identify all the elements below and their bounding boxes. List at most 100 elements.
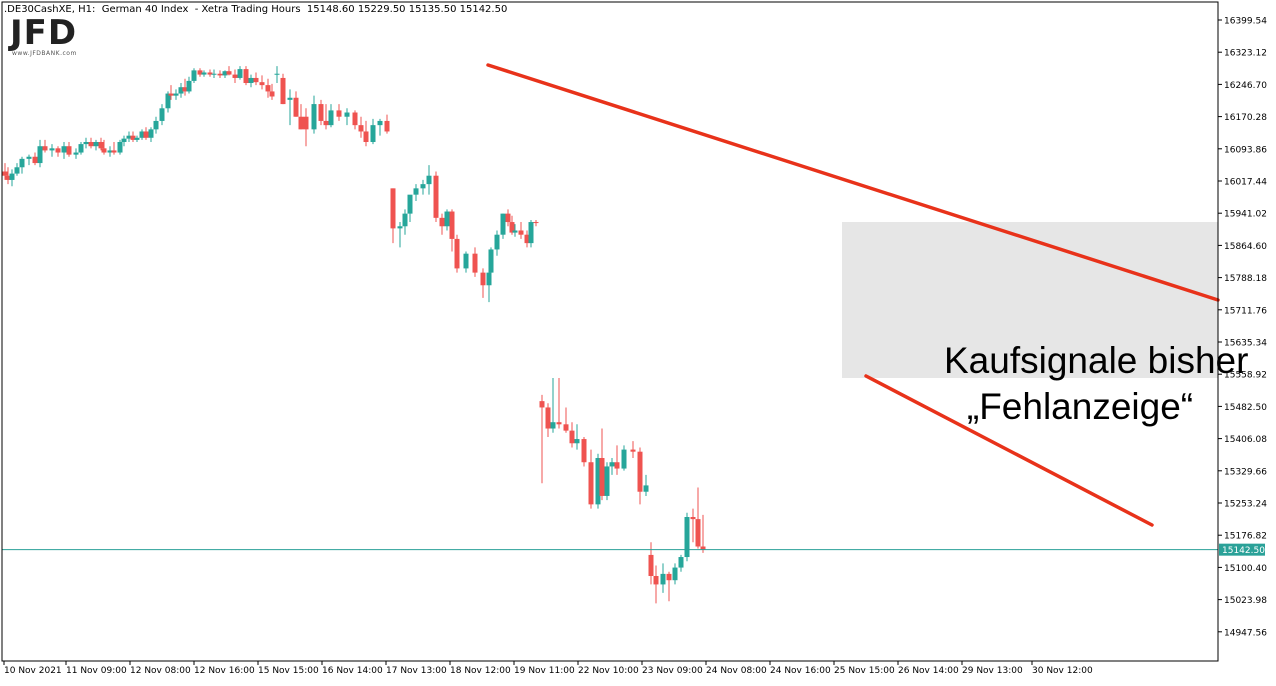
candle (695, 487, 701, 549)
candle-body (55, 148, 61, 153)
candle-body (211, 73, 217, 75)
candle (173, 89, 179, 100)
candle (226, 66, 232, 76)
candle-body (556, 422, 562, 425)
candle (248, 74, 254, 88)
x-tick-label: 11 Nov 09:00 (66, 666, 127, 676)
y-tick-label: 16323.12 (1224, 49, 1267, 59)
candle-body (643, 485, 649, 492)
candle (666, 571, 672, 602)
candle-body (253, 77, 259, 83)
candle (287, 89, 293, 126)
candle-body (604, 466, 610, 496)
x-tick-label: 24 Nov 16:00 (770, 666, 831, 676)
candle-body (509, 222, 515, 233)
candle-body (463, 253, 469, 269)
candle-body (344, 112, 350, 117)
candle (134, 135, 140, 142)
candle (237, 66, 243, 80)
candle (143, 127, 149, 140)
candle (433, 171, 439, 223)
candle (684, 512, 690, 562)
candle-body (148, 129, 154, 138)
candle (637, 447, 643, 505)
candle (472, 247, 478, 277)
candle (500, 213, 506, 239)
candle (524, 230, 530, 248)
candle-body (153, 120, 159, 130)
candle-body (449, 211, 455, 239)
candle (107, 146, 113, 157)
candle-body (486, 272, 492, 286)
candle-body (574, 439, 580, 444)
y-tick-label: 15253.24 (1224, 500, 1267, 510)
y-tick-label: 16170.28 (1224, 113, 1267, 123)
candle (26, 154, 32, 166)
candle (93, 139, 99, 151)
candle (390, 188, 396, 244)
symbol-header: .DE30CashXE, H1: German 40 Index - Xetra… (4, 4, 508, 15)
y-tick-label: 16246.70 (1224, 81, 1267, 91)
candle (130, 131, 136, 142)
candle-body (139, 131, 145, 138)
jfd-logo: JFD www.JFDBANK.com (10, 16, 77, 57)
candle (265, 78, 271, 98)
x-tick-label: 25 Nov 15:00 (834, 666, 895, 676)
y-tick-label: 15176.82 (1224, 532, 1267, 542)
candle-body (684, 517, 690, 558)
candle (533, 219, 539, 227)
candle-body (101, 148, 107, 153)
candle-body (61, 146, 67, 153)
candle (407, 194, 413, 223)
candle-body (433, 175, 439, 218)
candle (653, 565, 659, 604)
candle (61, 141, 67, 159)
candle-body (2, 171, 8, 176)
x-tick-label: 26 Nov 14:00 (898, 666, 959, 676)
candle-body (660, 573, 666, 585)
candle (191, 68, 197, 84)
candle (126, 131, 132, 142)
logo-text: JFD (10, 13, 78, 53)
candle-body (336, 110, 342, 117)
candle (98, 137, 104, 151)
candles-group (2, 66, 706, 604)
candle-body (37, 146, 43, 164)
x-tick-label: 30 Nov 12:00 (1032, 666, 1093, 676)
y-tick-label: 15329.66 (1224, 467, 1267, 477)
annotation-line-2: „Fehlanzeige“ (966, 386, 1194, 427)
candle-body (207, 72, 213, 75)
candle-body (287, 97, 293, 100)
candle-body (66, 146, 72, 155)
candle-body (32, 156, 38, 164)
y-tick-label: 15023.98 (1224, 596, 1267, 606)
annotation: Kaufsignale bisher „Fehlanzeige“ (944, 338, 1248, 430)
candle (73, 148, 79, 159)
candle (488, 247, 494, 277)
candle (19, 156, 25, 174)
candle (298, 104, 304, 130)
candle (186, 76, 192, 94)
resistance-zone (842, 222, 1218, 378)
candle (274, 66, 280, 84)
candle-body (358, 125, 364, 132)
candle (550, 377, 556, 433)
candle-body (500, 213, 506, 235)
candle (159, 104, 165, 126)
candle-body (9, 173, 15, 180)
candle (37, 139, 43, 168)
candle-body (524, 234, 530, 244)
candle-body (49, 148, 55, 151)
candle-body (226, 71, 232, 75)
candle (518, 222, 524, 239)
lower-trendline (864, 374, 1154, 527)
logo-subtext: www.JFDBANK.com (12, 50, 77, 57)
candle (352, 110, 358, 130)
candle-body (126, 135, 132, 139)
candle (449, 209, 455, 252)
candle (88, 137, 94, 149)
candle-body (111, 150, 117, 153)
x-tick-label: 16 Nov 14:00 (322, 666, 383, 676)
candle-body (197, 70, 203, 75)
